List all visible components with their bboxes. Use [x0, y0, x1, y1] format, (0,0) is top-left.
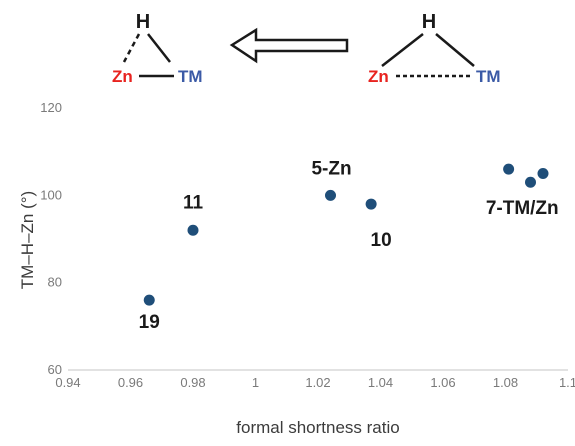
y-tick-label: 60 — [48, 362, 62, 377]
data-point — [503, 163, 515, 175]
y-axis-title: TM–H–Zn (°) — [18, 191, 37, 289]
x-tick-label: 1.1 — [559, 375, 575, 390]
x-tick-label: 1.02 — [305, 375, 330, 390]
y-tick-label: 120 — [40, 100, 62, 115]
x-axis-title: formal shortness ratio — [236, 418, 399, 437]
diagram-right-h-label: H — [422, 11, 436, 33]
x-tick-label: 1 — [252, 375, 259, 390]
data-point — [537, 168, 549, 179]
x-tick-label: 0.98 — [180, 375, 205, 390]
diagram-left-zn-label: Zn — [112, 67, 133, 86]
chart-axes: TM–H–Zn (°) formal shortness ratio — [18, 191, 568, 437]
data-point — [525, 176, 536, 188]
diagram-right-tm-label: TM — [476, 67, 501, 86]
data-point — [187, 224, 199, 236]
point-label: 7-TM/Zn — [486, 198, 559, 219]
y-tick-labels: 60 80 100 120 — [40, 100, 62, 377]
diagram-left-tm-h-bond — [147, 33, 171, 63]
diagram-left-tm-label: TM — [178, 67, 203, 86]
x-tick-label: 0.94 — [55, 375, 80, 390]
diagram-left-h-label: H — [136, 11, 150, 33]
y-tick-label: 100 — [40, 187, 62, 202]
point-label: 5-Zn — [311, 158, 351, 179]
y-tick-label: 80 — [48, 275, 62, 290]
left-arrow-icon — [229, 27, 349, 64]
diagram-right-zn-label: Zn — [368, 67, 389, 86]
data-point — [143, 294, 155, 306]
point-label: 10 — [371, 230, 392, 251]
structure-diagram-left: H Zn TM — [112, 11, 203, 86]
point-label: 19 — [139, 312, 160, 333]
data-points — [143, 163, 549, 306]
diagram-right-zn-h-bond — [381, 33, 424, 67]
diagram-left-zn-h-bond — [122, 33, 141, 63]
x-tick-label: 1.04 — [368, 375, 393, 390]
data-point — [365, 198, 377, 210]
x-tick-labels: 0.94 0.96 0.98 1 1.02 1.04 1.06 1.08 1.1 — [55, 375, 575, 390]
data-point — [325, 189, 336, 201]
diagram-right-tm-h-bond — [435, 33, 475, 67]
point-labels: 19 11 5-Zn 10 7-TM/Zn — [139, 158, 559, 333]
x-tick-label: 1.06 — [430, 375, 455, 390]
x-tick-label: 0.96 — [118, 375, 143, 390]
x-tick-label: 1.08 — [493, 375, 518, 390]
structure-diagram-right: H Zn TM — [368, 11, 501, 86]
point-label: 11 — [183, 192, 204, 213]
